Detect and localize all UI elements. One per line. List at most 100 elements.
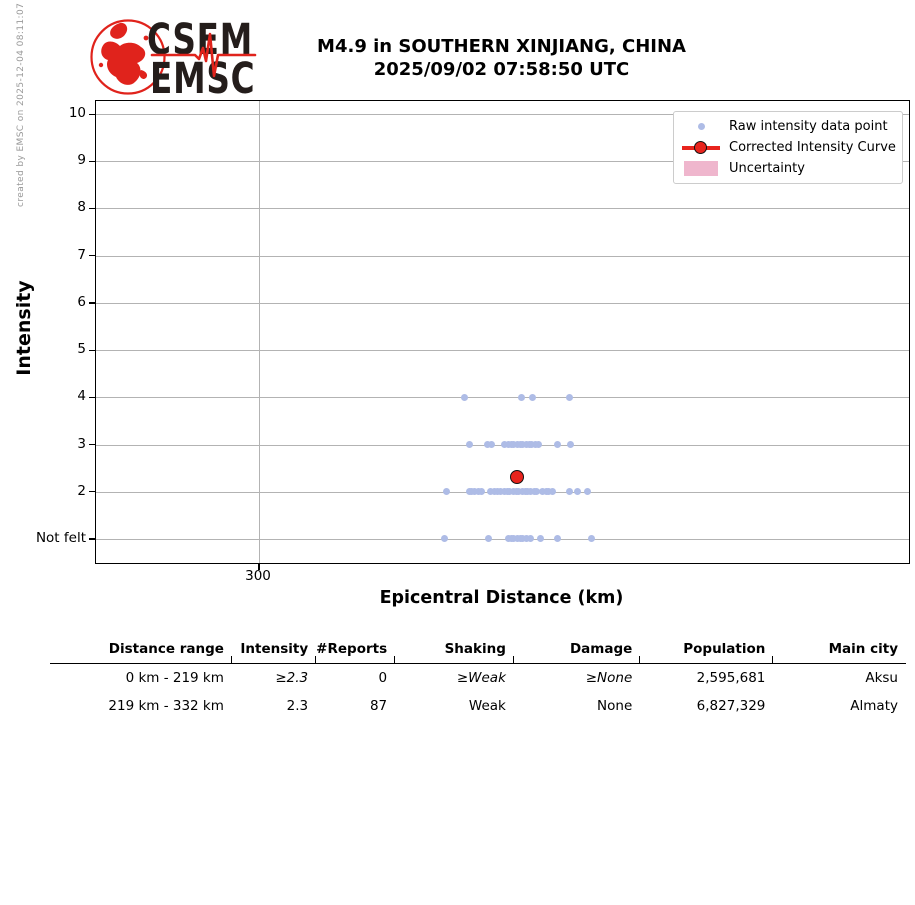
corrected-intensity-point xyxy=(510,470,525,484)
y-tick-label: 5 xyxy=(77,341,86,358)
y-tick-mark xyxy=(89,160,95,162)
table-cell: ≥None xyxy=(585,670,633,686)
raw-intensity-data-point xyxy=(486,488,494,496)
page-title: M4.9 in SOUTHERN XINJIANG, CHINA 2025/09… xyxy=(250,35,753,81)
table-cell: Aksu xyxy=(865,670,898,686)
table-cell: 0 km - 219 km xyxy=(125,670,224,686)
gridline-horizontal xyxy=(96,397,909,399)
table-cell: Weak xyxy=(468,698,506,714)
raw-intensity-data-point xyxy=(465,441,473,449)
y-axis-title: Intensity xyxy=(13,280,35,376)
x-axis-title: Epicentral Distance (km) xyxy=(379,588,624,608)
gridline-vertical xyxy=(259,101,260,563)
event-title: M4.9 in SOUTHERN XINJIANG, CHINA xyxy=(317,36,686,57)
gridline-horizontal xyxy=(96,350,909,352)
raw-intensity-data-point xyxy=(567,441,575,449)
raw-intensity-data-point xyxy=(587,535,595,543)
raw-intensity-data-point xyxy=(529,393,537,401)
gridline-horizontal xyxy=(96,538,909,540)
intensity-distance-plot: Raw intensity data point Corrected Intens… xyxy=(89,100,910,570)
raw-intensity-data-point xyxy=(517,393,525,401)
gridline-horizontal xyxy=(96,161,909,163)
legend-label: Corrected Intensity Curve xyxy=(729,140,896,155)
y-tick-label: 3 xyxy=(77,435,86,452)
table-cell: 87 xyxy=(369,698,388,714)
y-tick-mark xyxy=(89,538,95,540)
legend-label: Uncertainty xyxy=(729,161,805,176)
y-tick-label: 7 xyxy=(77,246,86,263)
y-tick-label: 2 xyxy=(77,482,86,499)
seismogram-trace-icon xyxy=(150,32,257,78)
chart-legend: Raw intensity data point Corrected Intens… xyxy=(673,111,903,184)
gridline-horizontal xyxy=(96,208,909,210)
x-tick-mark xyxy=(258,564,260,570)
raw-intensity-data-point xyxy=(537,535,545,543)
legend-label: Raw intensity data point xyxy=(729,119,888,134)
table-header-cell: Intensity xyxy=(231,638,317,664)
corrected-curve-marker-icon xyxy=(680,140,722,155)
legend-row: Corrected Intensity Curve xyxy=(680,137,896,158)
table-row: 219 km - 332 km 2.3 87 Weak None 6,827,329 Alm… xyxy=(50,692,906,720)
table-header-cell: Damage xyxy=(513,638,641,664)
table-header-cell: #Reports xyxy=(316,638,396,664)
gridline-horizontal xyxy=(96,302,909,304)
legend-row: Uncertainty xyxy=(680,158,896,179)
raw-intensity-data-point xyxy=(538,488,546,496)
y-tick-label: 8 xyxy=(77,199,86,216)
raw-intensity-data-point xyxy=(485,535,493,543)
table-cell: 0 xyxy=(378,670,388,686)
table-body: 0 km - 219 km ≥2.3 0 ≥Weak ≥None 2,595,681 Aks… xyxy=(50,664,906,721)
table-row: 0 km - 219 km ≥2.3 0 ≥Weak ≥None 2,595,681 Aks… xyxy=(50,664,906,693)
raw-intensity-data-point xyxy=(460,393,468,401)
y-tick-mark xyxy=(89,207,95,210)
y-tick-mark xyxy=(89,396,95,398)
logo-text-emsc: EMSC xyxy=(150,54,256,104)
raw-intensity-data-point xyxy=(477,488,485,496)
raw-intensity-data-point xyxy=(522,535,530,543)
table-cell: ≥2.3 xyxy=(275,670,309,686)
y-tick-label: Not felt xyxy=(35,529,86,546)
table-cell: 6,827,329 xyxy=(696,698,766,714)
y-tick-label: 6 xyxy=(77,293,86,310)
raw-intensity-data-point xyxy=(442,488,450,496)
raw-intensity-data-point xyxy=(573,488,581,496)
table-cell: Almaty xyxy=(850,698,898,714)
table-header-cell: Main city xyxy=(773,638,906,664)
raw-intensity-data-point xyxy=(534,441,542,449)
table-header-cell: Population xyxy=(640,638,774,664)
y-tick-label: 9 xyxy=(77,152,86,169)
table-cell: ≥Weak xyxy=(456,670,506,686)
table-cell: 219 km - 332 km xyxy=(108,698,224,714)
y-tick-mark xyxy=(89,491,95,493)
table-cell: 2.3 xyxy=(286,698,309,714)
y-tick-mark xyxy=(89,349,95,351)
raw-intensity-data-point xyxy=(584,488,592,496)
y-tick-label: 10 xyxy=(68,105,86,121)
table-cell: 2,595,681 xyxy=(696,670,766,686)
y-tick-mark xyxy=(89,302,95,304)
raw-intensity-data-point xyxy=(565,488,573,496)
emsc-globe-logo-icon xyxy=(90,19,166,95)
raw-intensity-data-point xyxy=(554,441,562,449)
x-tick-label: 300 xyxy=(245,568,271,584)
felt-report-table: Distance range Intensity #Reports Shaking Da… xyxy=(50,638,906,720)
table-header-cell: Shaking xyxy=(395,638,514,664)
table-cell: None xyxy=(597,698,633,714)
raw-intensity-data-point xyxy=(488,441,496,449)
raw-intensity-data-point xyxy=(566,393,574,401)
y-tick-mark xyxy=(89,444,95,446)
event-datetime: 2025/09/02 07:58:50 UTC xyxy=(373,59,630,80)
raw-intensity-data-point xyxy=(441,535,449,543)
raw-intensity-data-point xyxy=(554,535,562,543)
raw-intensity-data-point xyxy=(533,488,541,496)
table-header-cell: Distance range xyxy=(50,638,232,664)
y-tick-label: 4 xyxy=(77,388,86,405)
gridline-horizontal xyxy=(96,114,909,115)
table-header-row: Distance range Intensity #Reports Shaking Da… xyxy=(50,638,906,664)
raw-intensity-data-point xyxy=(526,535,534,543)
raw-point-marker-icon xyxy=(680,123,722,130)
raw-intensity-data-point xyxy=(484,441,492,449)
y-tick-mark xyxy=(89,113,95,115)
y-tick-mark xyxy=(89,255,95,257)
